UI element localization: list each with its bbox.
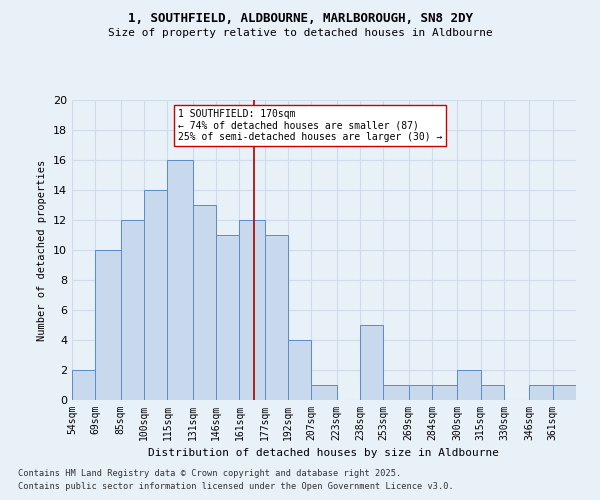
Bar: [481, 385, 504, 400]
Bar: [383, 385, 409, 400]
Text: 1 SOUTHFIELD: 170sqm
← 74% of detached houses are smaller (87)
25% of semi-detac: 1 SOUTHFIELD: 170sqm ← 74% of detached h…: [178, 109, 442, 142]
Bar: [311, 385, 337, 400]
Bar: [529, 385, 553, 400]
Bar: [95, 250, 121, 400]
Bar: [288, 340, 311, 400]
Bar: [265, 235, 288, 400]
Bar: [360, 325, 383, 400]
Text: Size of property relative to detached houses in Aldbourne: Size of property relative to detached ho…: [107, 28, 493, 38]
Text: 1, SOUTHFIELD, ALDBOURNE, MARLBOROUGH, SN8 2DY: 1, SOUTHFIELD, ALDBOURNE, MARLBOROUGH, S…: [128, 12, 473, 26]
Text: Contains HM Land Registry data © Crown copyright and database right 2025.: Contains HM Land Registry data © Crown c…: [18, 468, 401, 477]
X-axis label: Distribution of detached houses by size in Aldbourne: Distribution of detached houses by size …: [149, 448, 499, 458]
Text: Contains public sector information licensed under the Open Government Licence v3: Contains public sector information licen…: [18, 482, 454, 491]
Bar: [121, 220, 144, 400]
Y-axis label: Number of detached properties: Number of detached properties: [37, 160, 47, 340]
Bar: [409, 385, 432, 400]
Bar: [239, 220, 265, 400]
Bar: [144, 190, 167, 400]
Bar: [432, 385, 457, 400]
Bar: [193, 205, 216, 400]
Bar: [167, 160, 193, 400]
Bar: [457, 370, 481, 400]
Bar: [216, 235, 239, 400]
Bar: [72, 370, 95, 400]
Bar: [553, 385, 576, 400]
